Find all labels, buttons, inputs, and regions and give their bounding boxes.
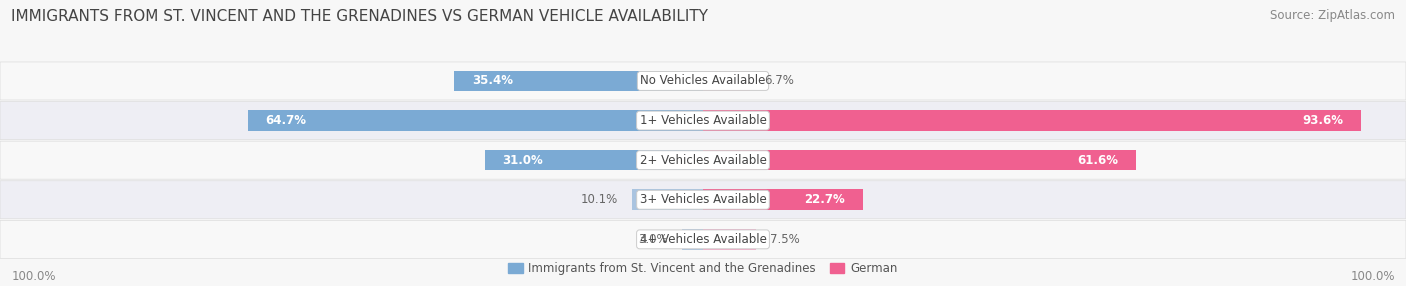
Text: 2+ Vehicles Available: 2+ Vehicles Available — [640, 154, 766, 167]
Bar — [633, 189, 703, 210]
Text: 7.5%: 7.5% — [770, 233, 800, 246]
Text: 31.0%: 31.0% — [503, 154, 543, 167]
Text: Source: ZipAtlas.com: Source: ZipAtlas.com — [1270, 9, 1395, 21]
FancyBboxPatch shape — [0, 220, 1406, 258]
Text: 100.0%: 100.0% — [11, 270, 56, 283]
Bar — [682, 229, 703, 250]
Bar — [703, 189, 863, 210]
Bar — [703, 71, 751, 91]
Text: 22.7%: 22.7% — [804, 193, 845, 206]
Text: 35.4%: 35.4% — [471, 74, 513, 88]
Text: 3.0%: 3.0% — [638, 233, 668, 246]
Text: 1+ Vehicles Available: 1+ Vehicles Available — [640, 114, 766, 127]
Text: 64.7%: 64.7% — [266, 114, 307, 127]
Text: 100.0%: 100.0% — [1350, 270, 1395, 283]
Bar — [247, 110, 703, 131]
Legend: Immigrants from St. Vincent and the Grenadines, German: Immigrants from St. Vincent and the Gren… — [503, 258, 903, 280]
Bar — [703, 110, 1361, 131]
FancyBboxPatch shape — [0, 62, 1406, 100]
FancyBboxPatch shape — [0, 141, 1406, 179]
Text: No Vehicles Available: No Vehicles Available — [640, 74, 766, 88]
Text: 3+ Vehicles Available: 3+ Vehicles Available — [640, 193, 766, 206]
Text: 93.6%: 93.6% — [1302, 114, 1344, 127]
Bar — [454, 71, 703, 91]
Text: IMMIGRANTS FROM ST. VINCENT AND THE GRENADINES VS GERMAN VEHICLE AVAILABILITY: IMMIGRANTS FROM ST. VINCENT AND THE GREN… — [11, 9, 709, 23]
Text: 4+ Vehicles Available: 4+ Vehicles Available — [640, 233, 766, 246]
Bar — [703, 150, 1136, 170]
Text: 61.6%: 61.6% — [1077, 154, 1119, 167]
Text: 10.1%: 10.1% — [581, 193, 619, 206]
Text: 6.7%: 6.7% — [765, 74, 794, 88]
Bar — [703, 229, 756, 250]
FancyBboxPatch shape — [0, 181, 1406, 219]
Bar — [485, 150, 703, 170]
FancyBboxPatch shape — [0, 102, 1406, 140]
